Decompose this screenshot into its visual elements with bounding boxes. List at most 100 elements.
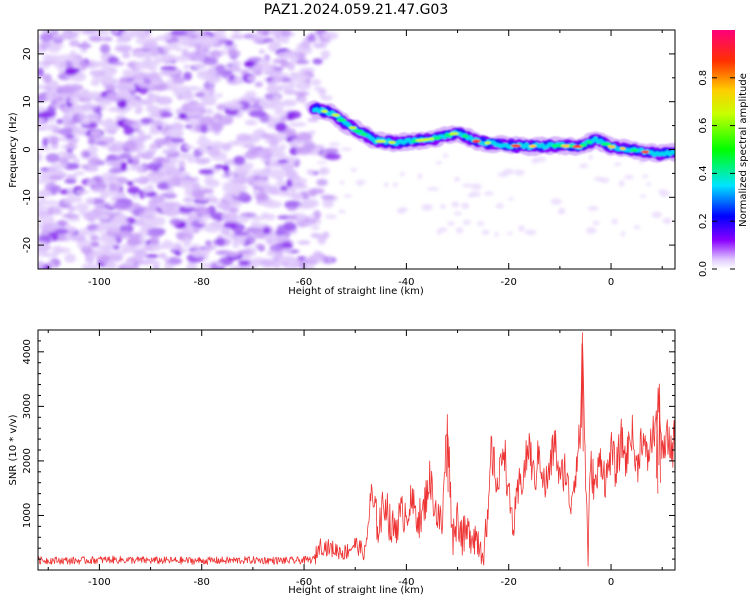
spectrogram-noise-blob [113, 30, 120, 34]
spectrogram-noise-blob [283, 89, 298, 95]
spectrogram-noise-blob [210, 121, 224, 132]
spectrogram-noise-blob [99, 43, 111, 54]
spectrogram-noise-blob [135, 37, 148, 45]
spectrogram-noise-blob [100, 53, 108, 60]
spectrogram-noise-blob [95, 119, 103, 124]
spectrogram-noise-blob [141, 258, 158, 264]
spectrogram-noise-blob [147, 175, 165, 184]
spectrogram-noise-blob [38, 241, 48, 248]
snr-y-tick-label: 2000 [22, 448, 33, 473]
spectrogram-noise-blob [244, 90, 257, 98]
spectrogram-noise-blob [213, 164, 225, 170]
spectrogram-noise-blob [160, 53, 177, 63]
spectrogram-noise-blob [195, 206, 211, 216]
spectrogram-noise-blob [495, 203, 504, 209]
spectrogram-noise-blob [179, 178, 195, 189]
spectrogram-noise-blob [320, 55, 328, 61]
spectrogram-noise-blob [96, 254, 110, 263]
spectrogram-noise-blob [248, 110, 267, 118]
spectrogram-noise-blob [65, 174, 78, 180]
spectrogram-noise-blob [38, 260, 45, 269]
spectrogram-noise-blob [308, 130, 316, 135]
spectrogram-noise-blob [38, 118, 45, 124]
spectrogram-noise-blob [238, 260, 251, 266]
spectrogram-noise-blob [81, 264, 89, 269]
spectrogram-noise-blob [276, 51, 293, 59]
spectrogram-noise-blob [254, 70, 263, 76]
spectrogram-noise [38, 30, 672, 269]
spectrogram-noise-blob [295, 132, 313, 143]
spectrogram-noise-blob [192, 181, 201, 192]
snr-x-tick-label: -80 [194, 577, 210, 588]
colorbar-tick-label: 0.4 [698, 165, 709, 181]
snr-x-tick-label: 0 [608, 577, 614, 588]
spectrogram-noise-blob [286, 178, 293, 188]
spectrogram-noise-blob [307, 214, 316, 220]
spectrogram-noise-blob [198, 169, 214, 175]
spectrogram-noise-blob [322, 198, 334, 209]
spectrogram-noise-blob [221, 72, 233, 79]
spectrogram-noise-blob [52, 228, 69, 235]
spectrogram-signal-peak [620, 146, 626, 150]
spectrogram-noise-blob [326, 257, 334, 263]
spectrogram-noise-blob [588, 154, 593, 160]
spectrogram-noise-blob [68, 138, 79, 144]
spectrogram-noise-blob [451, 201, 460, 208]
spectrogram-noise-blob [153, 85, 166, 92]
spectrogram-noise-blob [435, 161, 443, 165]
spectrogram-noise-blob [62, 162, 80, 170]
spectrogram-noise-blob [279, 144, 287, 150]
spectrogram-noise-blob [108, 183, 118, 192]
spectrogram-noise-blob [166, 156, 179, 164]
spectrogram-noise-blob [152, 156, 171, 164]
spectrogram-noise-blob [183, 196, 194, 203]
spectrogram-noise-blob [148, 120, 164, 126]
spectrogram-noise-blob [274, 66, 284, 72]
spectrogram-noise-blob [60, 144, 79, 150]
spectrogram-noise-blob [49, 136, 59, 145]
spectrogram-noise-blob [646, 182, 652, 187]
spectrogram-noise-blob [45, 153, 60, 163]
spectrogram-noise-blob [42, 54, 54, 59]
spectrogram-signal-peak [529, 144, 537, 148]
spectrogram-noise-blob [230, 66, 242, 73]
spectrogram-noise-blob [62, 114, 72, 122]
spectrogram-noise-blob [439, 204, 446, 209]
spectrogram-noise-blob [229, 265, 240, 269]
spectrogram-noise-blob [222, 164, 230, 173]
snr-x-label: Height of straight line (km) [288, 585, 424, 596]
spectrogram-noise-blob [268, 30, 276, 36]
spectrogram-noise-blob [38, 67, 44, 78]
spectrogram-noise-blob [151, 227, 166, 235]
spectrogram-noise-blob [75, 202, 89, 212]
spectrogram-noise-blob [60, 106, 71, 114]
spectrogram-signal [306, 100, 675, 163]
spectrogram-noise-blob [58, 127, 75, 136]
spectrogram-noise-blob [68, 205, 76, 213]
spectrogram-noise-blob [188, 117, 200, 126]
spectrogram-noise-blob [94, 203, 102, 213]
spectrogram-noise-blob [323, 148, 339, 154]
spectrogram-noise-blob [324, 153, 341, 161]
spectrogram-noise-blob [339, 180, 345, 185]
spectrogram-noise-blob [659, 190, 670, 197]
spectrogram-noise-blob [307, 117, 319, 123]
snr-y-tick-label: 4000 [22, 339, 33, 364]
spectrogram-noise-blob [67, 187, 74, 197]
spectrogram-noise-blob [89, 69, 106, 77]
spectrogram-noise-blob [227, 80, 245, 85]
spectrogram-noise-blob [250, 221, 262, 228]
spectrogram-signal-peak [432, 136, 442, 140]
spectrogram-noise-blob [281, 163, 294, 172]
snr-series-line [38, 332, 675, 567]
spectrogram-noise-blob [120, 161, 128, 172]
spectrogram-noise-blob [502, 168, 515, 175]
spectrogram-noise-blob [249, 215, 267, 221]
spectrogram-noise-blob [187, 157, 196, 164]
spectrogram-noise-blob [152, 265, 160, 269]
spectrogram-noise-blob [171, 242, 182, 251]
spectrogram-noise-blob [95, 30, 111, 36]
spectrogram-noise-blob [280, 30, 292, 37]
spectrogram-noise-blob [275, 181, 288, 187]
colorbar-tick-label: 0.0 [698, 261, 709, 277]
